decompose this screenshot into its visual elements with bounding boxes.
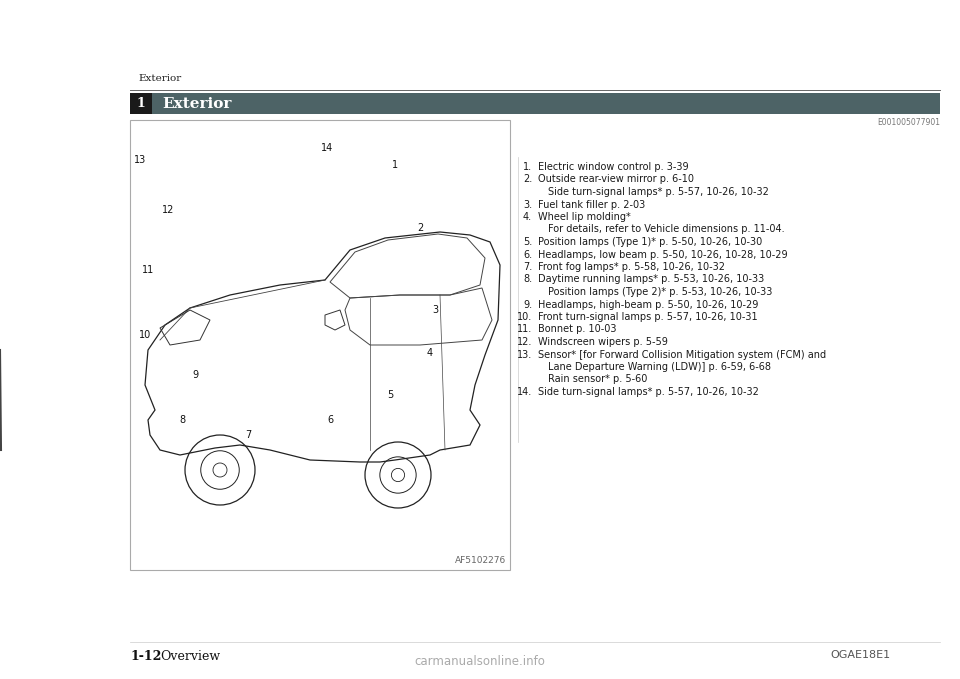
Text: Overview: Overview: [160, 650, 220, 663]
Text: 6: 6: [327, 415, 333, 425]
Text: Outside rear-view mirror p. 6-10: Outside rear-view mirror p. 6-10: [538, 175, 694, 185]
Text: 12: 12: [162, 205, 174, 215]
Text: 13: 13: [133, 155, 146, 165]
Text: 8: 8: [179, 415, 185, 425]
Text: 5.: 5.: [523, 237, 532, 247]
Bar: [152, 93, 940, 114]
Text: 4.: 4.: [523, 212, 532, 222]
Text: Side turn-signal lamps* p. 5-57, 10-26, 10-32: Side turn-signal lamps* p. 5-57, 10-26, …: [548, 187, 769, 197]
Text: 2: 2: [417, 223, 423, 233]
Text: 10.: 10.: [516, 312, 532, 322]
Text: 7.: 7.: [523, 262, 532, 272]
Text: AF5102276: AF5102276: [455, 556, 506, 565]
Text: Exterior: Exterior: [138, 74, 181, 83]
Text: 8.: 8.: [523, 274, 532, 285]
Text: Position lamps (Type 2)* p. 5-53, 10-26, 10-33: Position lamps (Type 2)* p. 5-53, 10-26,…: [548, 287, 773, 297]
Text: Windscreen wipers p. 5-59: Windscreen wipers p. 5-59: [538, 337, 668, 347]
Text: Front fog lamps* p. 5-58, 10-26, 10-32: Front fog lamps* p. 5-58, 10-26, 10-32: [538, 262, 725, 272]
Text: 14: 14: [321, 143, 333, 153]
Text: 1: 1: [136, 97, 145, 110]
Text: 10: 10: [139, 330, 151, 340]
Text: Front turn-signal lamps p. 5-57, 10-26, 10-31: Front turn-signal lamps p. 5-57, 10-26, …: [538, 312, 757, 322]
Text: 9: 9: [192, 370, 198, 380]
Text: 7: 7: [245, 430, 252, 440]
Bar: [130, 93, 152, 114]
Text: 14.: 14.: [516, 387, 532, 397]
Text: 6.: 6.: [523, 249, 532, 259]
Text: Lane Departure Warning (LDW)] p. 6-59, 6-68: Lane Departure Warning (LDW)] p. 6-59, 6…: [548, 362, 771, 372]
Text: 13.: 13.: [516, 350, 532, 359]
Text: 1-12: 1-12: [130, 650, 161, 663]
Text: 1.: 1.: [523, 162, 532, 172]
Text: Headlamps, high-beam p. 5-50, 10-26, 10-29: Headlamps, high-beam p. 5-50, 10-26, 10-…: [538, 299, 758, 310]
Text: 4: 4: [427, 348, 433, 358]
Text: 5: 5: [387, 390, 394, 400]
Text: E001005077901: E001005077901: [877, 118, 940, 127]
Text: carmanualsonline.info: carmanualsonline.info: [415, 655, 545, 668]
Text: 2.: 2.: [523, 175, 532, 185]
Text: For details, refer to Vehicle dimensions p. 11-04.: For details, refer to Vehicle dimensions…: [548, 225, 784, 234]
Text: Position lamps (Type 1)* p. 5-50, 10-26, 10-30: Position lamps (Type 1)* p. 5-50, 10-26,…: [538, 237, 762, 247]
Text: 11: 11: [142, 265, 155, 275]
Text: 9.: 9.: [523, 299, 532, 310]
Text: 11.: 11.: [516, 325, 532, 335]
Text: 3.: 3.: [523, 200, 532, 210]
Text: Electric window control p. 3-39: Electric window control p. 3-39: [538, 162, 688, 172]
Text: OGAE18E1: OGAE18E1: [830, 650, 890, 660]
Text: Exterior: Exterior: [162, 96, 231, 111]
Text: Daytime running lamps* p. 5-53, 10-26, 10-33: Daytime running lamps* p. 5-53, 10-26, 1…: [538, 274, 764, 285]
Text: Bonnet p. 10-03: Bonnet p. 10-03: [538, 325, 616, 335]
Text: Sensor* [for Forward Collision Mitigation system (FCM) and: Sensor* [for Forward Collision Mitigatio…: [538, 350, 827, 359]
Text: 1: 1: [392, 160, 398, 170]
Text: Rain sensor* p. 5-60: Rain sensor* p. 5-60: [548, 375, 647, 384]
Text: 12.: 12.: [516, 337, 532, 347]
Text: Headlamps, low beam p. 5-50, 10-26, 10-28, 10-29: Headlamps, low beam p. 5-50, 10-26, 10-2…: [538, 249, 787, 259]
Text: 3: 3: [432, 305, 438, 315]
Text: Fuel tank filler p. 2-03: Fuel tank filler p. 2-03: [538, 200, 645, 210]
Text: Side turn-signal lamps* p. 5-57, 10-26, 10-32: Side turn-signal lamps* p. 5-57, 10-26, …: [538, 387, 758, 397]
Bar: [130, 120, 510, 570]
Text: Wheel lip molding*: Wheel lip molding*: [538, 212, 631, 222]
